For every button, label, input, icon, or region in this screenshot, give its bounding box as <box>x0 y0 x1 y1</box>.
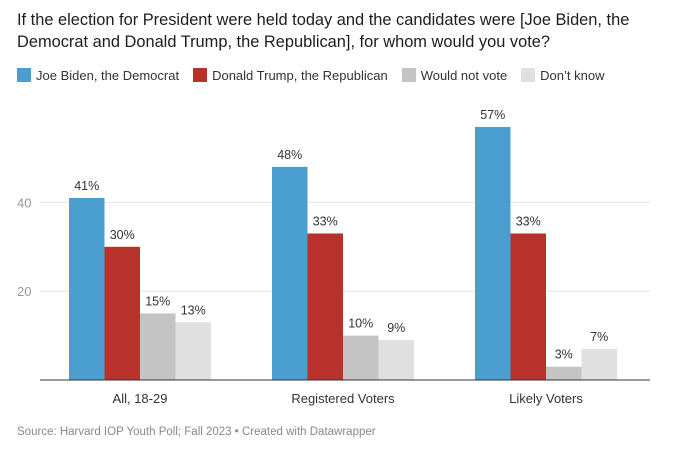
legend-label-would-not-vote: Would not vote <box>420 67 508 83</box>
bar-4-3 <box>581 348 617 380</box>
legend-item-dont-know: Don’t know <box>521 68 604 83</box>
data-label-4-1: 13% <box>181 303 206 317</box>
data-label-2-1: 30% <box>110 228 135 242</box>
bar-4-1 <box>175 322 211 380</box>
data-label-3-2: 10% <box>348 317 373 331</box>
legend-label-biden: Joe Biden, the Democrat <box>36 67 180 83</box>
data-label-4-2: 9% <box>387 321 405 335</box>
source-note: Source: Harvard IOP Youth Poll; Fall 202… <box>17 426 376 438</box>
bar-1-1 <box>69 197 105 380</box>
legend-swatch-biden <box>17 68 31 82</box>
x-tick-label-3: Likely Voters <box>509 391 583 406</box>
bar-4-2 <box>378 340 414 380</box>
bar-1-2 <box>272 166 308 380</box>
legend-label-dont-know: Don’t know <box>540 67 605 83</box>
y-tick-label-20: 20 <box>17 284 31 299</box>
bar-3-1 <box>140 313 176 380</box>
x-tick-label-2: Registered Voters <box>291 391 395 406</box>
data-label-3-3: 3% <box>555 348 573 362</box>
data-label-2-3: 33% <box>516 214 541 228</box>
data-label-1-3: 57% <box>480 108 505 122</box>
y-tick-label-40: 40 <box>17 195 31 210</box>
legend-item-trump: Donald Trump, the Republican <box>193 68 388 83</box>
legend-item-biden: Joe Biden, the Democrat <box>17 68 179 83</box>
legend-swatch-would-not-vote <box>401 68 416 82</box>
bar-2-1 <box>104 246 140 380</box>
data-label-1-1: 41% <box>74 179 99 193</box>
data-label-1-2: 48% <box>277 148 302 162</box>
legend-item-would-not-vote: Would not vote <box>401 67 508 83</box>
bar-2-3 <box>510 233 546 380</box>
data-label-4-3: 7% <box>590 330 608 344</box>
legend-label-trump: Donald Trump, the Republican <box>212 67 388 83</box>
data-label-2-2: 33% <box>313 214 338 228</box>
legend-swatch-dont-know <box>521 68 536 82</box>
bar-3-2 <box>343 335 379 380</box>
legend: Joe Biden, the Democrat Donald Trump, th… <box>17 67 618 83</box>
bar-3-3 <box>546 366 582 380</box>
chart-title: If the election for President were held … <box>17 11 630 51</box>
data-label-3-1: 15% <box>145 294 170 308</box>
x-tick-label-1: All, 18-29 <box>113 391 168 406</box>
bar-1-3 <box>475 126 511 380</box>
legend-swatch-trump <box>193 68 208 82</box>
bar-2-2 <box>307 233 343 380</box>
